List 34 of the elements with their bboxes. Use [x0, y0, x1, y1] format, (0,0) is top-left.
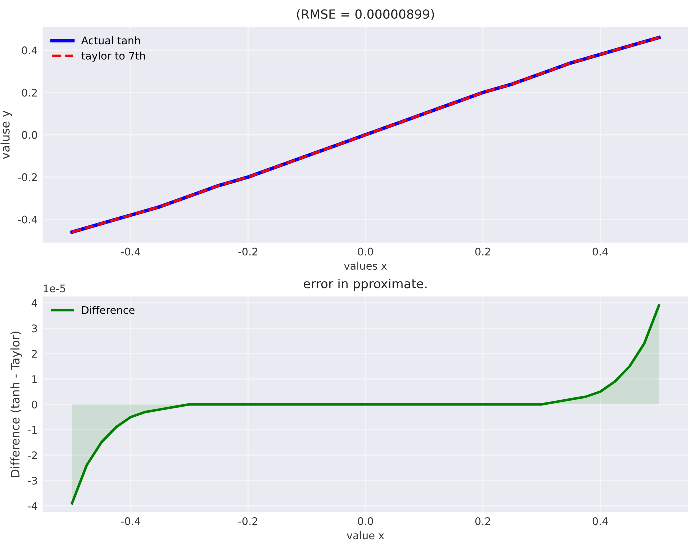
y-axis-title: Difference (tanh - Taylor) — [10, 332, 22, 478]
x-tick-label: 0.2 — [476, 248, 490, 256]
y-tick-label: 2 — [32, 350, 37, 358]
x-tick-label: 0.2 — [476, 517, 490, 526]
x-tick-label: 0.4 — [592, 517, 608, 526]
text: 1e-5 — [44, 284, 66, 293]
chart-title: (RMSE = 0.00000899) — [297, 9, 434, 21]
y-tick-label: 1 — [32, 376, 38, 384]
y-tick-label: -0.4 — [18, 216, 38, 224]
x-axis-title: value x — [347, 532, 384, 540]
legend-label: Actual tanh — [82, 36, 140, 45]
legend-label: taylor to 7th — [82, 52, 146, 62]
x-tick-label: 0.0 — [358, 517, 374, 526]
x-tick-label: 0.0 — [358, 248, 374, 256]
y-tick-label: -1 — [28, 426, 38, 434]
y-tick-label: -0.2 — [18, 174, 37, 182]
y-tick-label: 0.4 — [22, 46, 38, 55]
y-tick-label: -4 — [28, 502, 38, 510]
y-axis-title: valuse y — [0, 110, 12, 160]
y-tick-label: 3 — [32, 324, 38, 333]
x-tick-label: 0.4 — [592, 248, 608, 256]
y-tick-label: 0.0 — [22, 131, 38, 140]
y-tick-label: 4 — [32, 299, 38, 308]
x-axis-title: values x — [344, 262, 388, 270]
x-tick-label: -0.4 — [121, 517, 141, 526]
x-tick-label: -0.2 — [238, 517, 258, 526]
x-tick-label: -0.4 — [121, 248, 141, 256]
legend-label: Difference — [82, 306, 135, 314]
y-tick-label: -2 — [28, 452, 37, 460]
y-tick-label: -3 — [28, 476, 38, 485]
chart-title: error in pproximate. — [304, 278, 427, 292]
y-tick-label: 0 — [32, 400, 38, 409]
x-tick-label: -0.2 — [238, 248, 258, 256]
y-tick-label: 0.2 — [22, 88, 37, 97]
